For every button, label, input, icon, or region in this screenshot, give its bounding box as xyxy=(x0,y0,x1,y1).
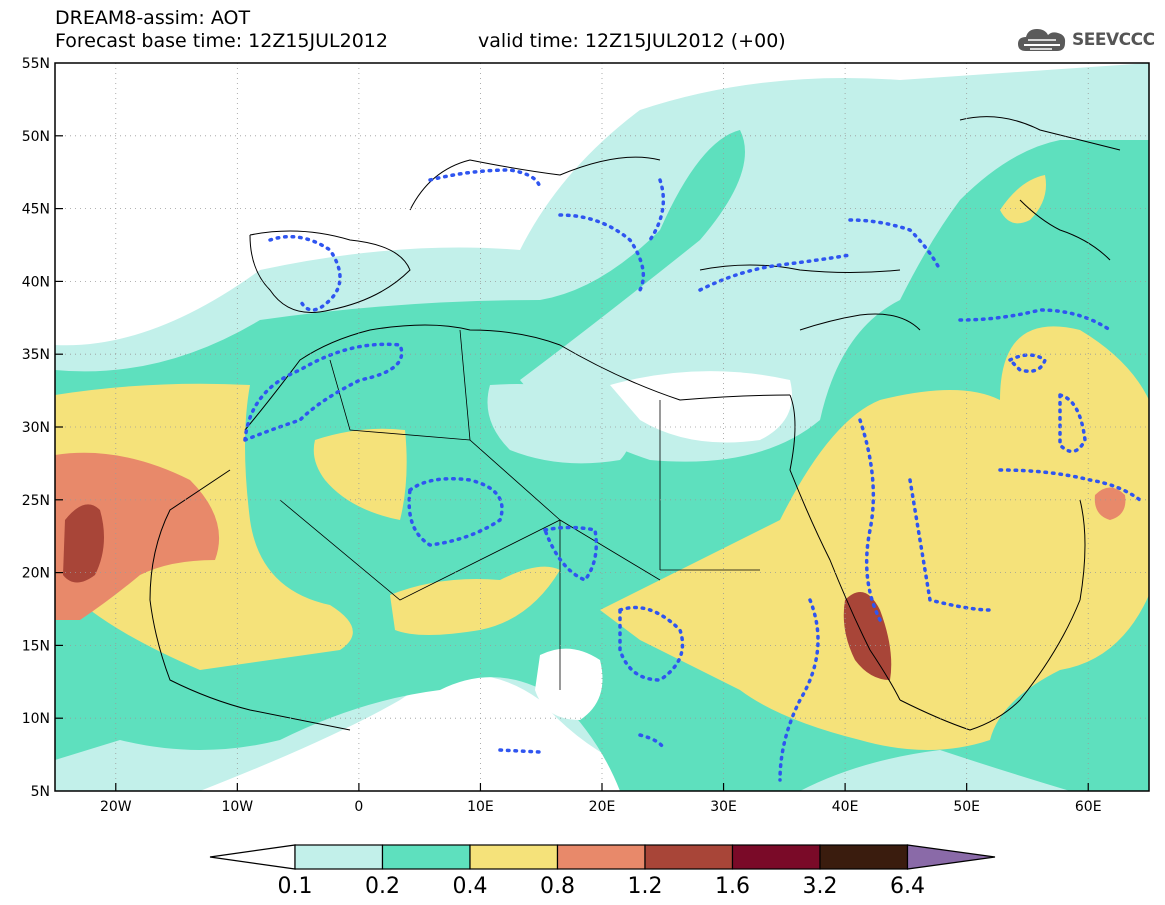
x-tick-label: 0 xyxy=(354,799,363,815)
x-tick-label: 30E xyxy=(710,799,737,815)
aot-clear-sahel xyxy=(535,648,603,720)
colorbar-bin-0.4 xyxy=(469,844,559,870)
aot-band-0.4-central xyxy=(313,428,407,520)
y-tick-label: 25N xyxy=(22,493,50,509)
colorbar-bin-3.2 xyxy=(819,844,909,870)
aot-band-1.2-west xyxy=(63,504,104,583)
colorbar-bin-1.2 xyxy=(644,844,734,870)
colorbar-label: 0.4 xyxy=(453,874,488,899)
y-tick-label: 10N xyxy=(22,711,50,727)
y-tick-label: 45N xyxy=(22,202,50,218)
x-tick-label: 10E xyxy=(467,799,494,815)
borders xyxy=(279,329,760,690)
aot-band-0.8-gulf xyxy=(1094,487,1126,520)
x-tick-label: 10W xyxy=(221,799,253,815)
colorbar-bin-0.1 xyxy=(294,844,384,870)
colorbar-bin-1.6 xyxy=(731,844,821,870)
aot-band-0.4-caspian xyxy=(1000,175,1046,224)
cloud-icon xyxy=(1018,29,1066,51)
x-tick-label: 50E xyxy=(953,799,980,815)
title-line-1: DREAM8-assim: AOT xyxy=(55,7,251,29)
aot-field xyxy=(55,63,1149,791)
y-tick-label: 35N xyxy=(22,347,50,363)
colorbar-label: 1.2 xyxy=(628,874,663,899)
y-tick-label: 5N xyxy=(31,784,50,800)
seevccc-logo: SEEVCCC xyxy=(1016,24,1155,56)
colorbar xyxy=(209,844,996,870)
colorbar-labels: 0.1 0.2 0.4 0.8 1.2 1.6 3.2 6.4 xyxy=(278,874,926,899)
y-tick-label: 40N xyxy=(22,274,50,290)
colorbar-bin-0.8 xyxy=(556,844,646,870)
y-tick-label: 20N xyxy=(22,566,50,582)
colorbar-label: 0.8 xyxy=(540,874,575,899)
aot-band-0.4-east xyxy=(600,326,1149,750)
x-tick-label: 60E xyxy=(1075,799,1102,815)
x-tick-label: 20E xyxy=(589,799,616,815)
x-tick-label: 20W xyxy=(100,799,132,815)
colorbar-label: 0.1 xyxy=(278,874,313,899)
colorbar-under-arrow xyxy=(209,844,296,870)
aot-band-0.8-west xyxy=(55,452,220,620)
colorbar-label: 1.6 xyxy=(715,874,750,899)
obs-contours xyxy=(243,168,1142,782)
aot-band-0.8-redsea xyxy=(843,592,892,680)
aot-light-clear-1 xyxy=(487,384,630,464)
title-line-2: Forecast base time: 12Z15JUL2012 xyxy=(55,30,388,52)
valid-time: valid time: 12Z15JUL2012 (+00) xyxy=(478,30,786,52)
x-tick-label: 40E xyxy=(832,799,859,815)
aot-light-clear-2 xyxy=(610,371,792,443)
colorbar-label: 3.2 xyxy=(803,874,838,899)
y-tick-label: 15N xyxy=(22,638,50,654)
y-tick-label: 55N xyxy=(22,56,50,72)
colorbar-label: 6.4 xyxy=(890,874,925,899)
colorbar-bin-0.2 xyxy=(381,844,471,870)
axis-ticks: 20W 10W 0 10E 20E 30E 40E 50E 60E 55N 50N 45N 40N 35N… xyxy=(22,56,1102,815)
coastlines xyxy=(149,116,1121,731)
y-tick-label: 50N xyxy=(22,129,50,145)
logo-text: SEEVCCC xyxy=(1072,30,1155,50)
y-tick-label: 30N xyxy=(22,420,50,436)
colorbar-label: 0.2 xyxy=(365,874,400,899)
colorbar-over-arrow xyxy=(906,844,996,870)
